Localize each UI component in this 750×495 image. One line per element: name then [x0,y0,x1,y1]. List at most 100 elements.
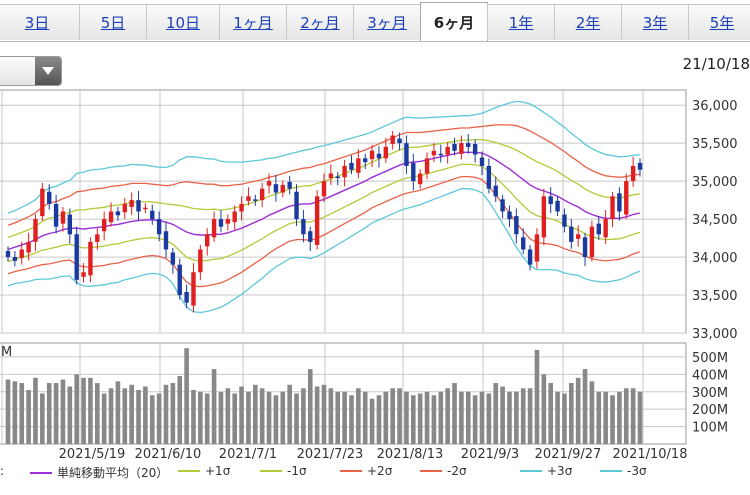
volume-bar [307,369,313,444]
legend-sma: 単純移動平均（20） [30,464,168,481]
candle-body [156,219,162,235]
tab-10-days[interactable]: 10日 [146,4,220,40]
candle-body [356,158,361,173]
candle-body [129,200,134,207]
legend-label-minus2: -2σ [447,464,467,478]
x-tick-label: 2021/7/23 [297,447,364,462]
volume-bar [287,384,292,444]
tab-3-days[interactable]: 3日 [0,4,80,40]
volume-bar [514,391,519,444]
volume-bar [548,383,553,444]
volume-bar [74,374,79,444]
volume-bar [101,393,107,444]
volume-bar [404,391,409,444]
x-tick-label: 2021/6/10 [135,447,202,462]
candle-body [383,146,389,159]
price-tick-label: 33,500 [692,289,738,304]
volume-bar [184,348,189,444]
legend-swatch-plus3 [520,470,542,472]
candle-body [624,181,629,215]
candle-body [115,211,121,216]
volume-bar [259,388,265,444]
volume-bar [177,376,183,444]
candle-body [417,173,423,185]
candle-body [47,191,52,204]
candle-body [108,211,114,223]
tab-2-months[interactable]: 2ヶ月 [286,4,354,40]
volume-bar [149,395,155,444]
candle-body [569,226,574,242]
price-tick-label: 34,000 [692,251,738,266]
x-tick-label: 2021/7/1 [219,447,277,462]
candle-body [445,146,450,155]
volume-bar [520,388,526,444]
tab-5-years[interactable]: 5年 [688,4,750,40]
candle-body [589,226,595,258]
volume-bar [115,381,121,444]
tab-3-months[interactable]: 3ヶ月 [353,4,421,40]
volume-bar [610,395,615,444]
band-minus1-line [7,163,641,263]
legend-prefix: : [0,464,5,478]
legend-swatch-minus2 [420,470,442,472]
candle-body [74,234,79,280]
volume-bar [204,393,210,444]
volume-bar [534,349,540,444]
price-tick-label: 36,000 [692,99,738,114]
volume-bar [603,391,608,444]
candle-body [198,249,203,273]
candle-body [150,210,155,220]
indicator-dropdown[interactable] [0,56,62,86]
tab-5-days[interactable]: 5日 [79,4,147,40]
candle-body [603,219,608,238]
candle-body [637,162,643,170]
dropdown-button[interactable] [35,57,61,85]
volume-bar [301,388,306,444]
volume-bar [452,383,457,444]
volume-bar [33,377,38,444]
volume-bar [232,393,237,444]
x-tick-label: 2021/8/13 [377,447,444,462]
volume-bar [493,383,499,444]
volume-bar [198,391,203,444]
x-tick-label: 2021/10/18 [613,447,688,462]
volume-bar [596,391,602,444]
band-plus3-line [7,100,641,214]
candle-body [95,234,100,242]
candle-body [575,234,581,239]
volume-bar [507,391,512,444]
candle-body [60,211,66,224]
tab-3-years[interactable]: 3年 [621,4,689,40]
price-tick-label: 35,500 [692,137,738,152]
volume-bar [630,388,636,444]
volume-bar [575,377,581,444]
volume-bar [321,384,327,444]
volume-tick-label: 400M [692,368,728,383]
tab-2-years[interactable]: 2年 [554,4,622,40]
candle-body [246,196,251,201]
candle-body [369,150,375,160]
volume-bar [465,391,471,444]
volume-bar [637,391,643,444]
tab-6-months[interactable]: 6ヶ月 [420,2,488,42]
candle-body [314,196,320,245]
candle-body [163,231,169,250]
candle-body [500,199,505,212]
candle-body [266,181,272,186]
candle-body [438,153,443,156]
volume-bar [67,386,73,444]
candle-body [431,150,437,156]
legend-swatch-plus2 [340,470,362,472]
candle-body [205,234,210,247]
volume-bar [53,383,59,444]
band-minus3-line [7,188,641,314]
candle-body [287,181,292,189]
x-tick-label: 2021/5/19 [59,447,126,462]
candle-body [294,191,299,220]
tab-1-year[interactable]: 1年 [487,4,555,40]
candle-body [562,214,567,227]
tab-1-month[interactable]: 1ヶ月 [219,4,287,40]
volume-tick-label: 200M [692,403,728,418]
legend: : 単純移動平均（20） +1σ -1σ +2σ -2σ +3σ -3σ [0,462,750,484]
